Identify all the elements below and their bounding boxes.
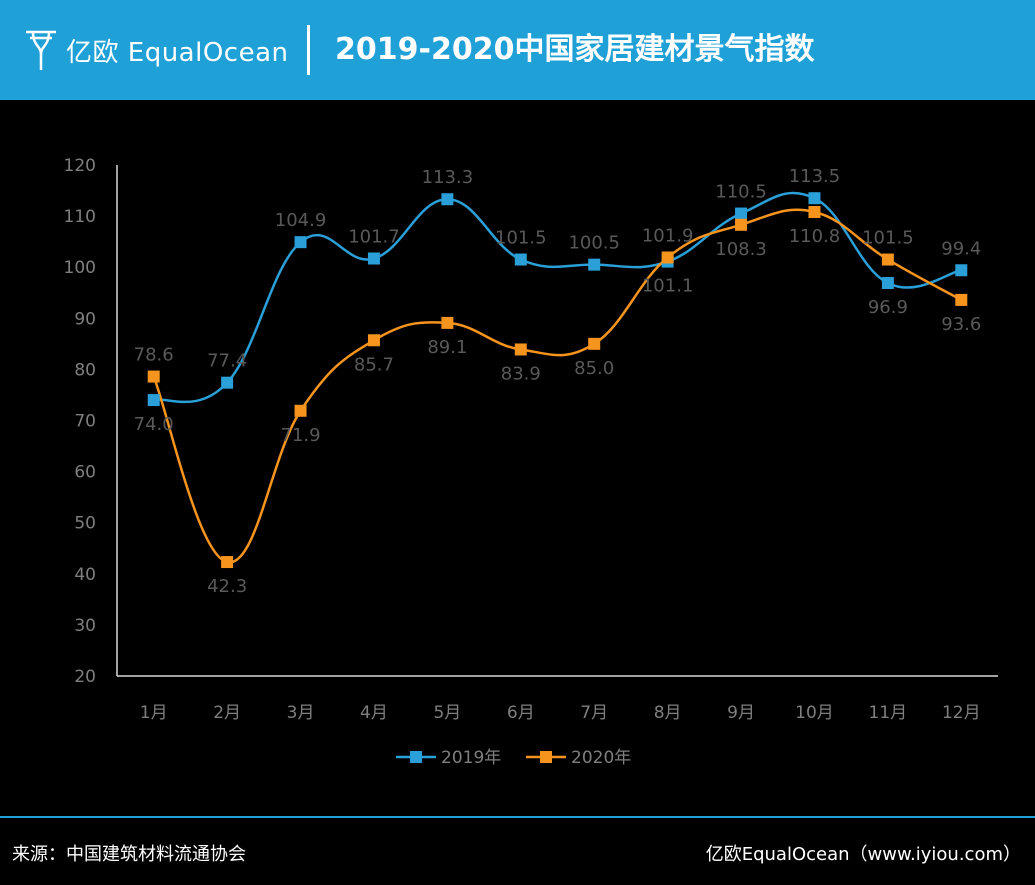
data-label: 74.0 xyxy=(134,414,174,435)
data-label: 42.3 xyxy=(207,576,247,597)
x-tick-label: 11月 xyxy=(869,703,908,723)
y-tick-label: 20 xyxy=(74,667,96,687)
source-note: 来源：中国建筑材料流通协会 xyxy=(12,844,246,865)
data-point-marker xyxy=(221,556,234,569)
footer-divider xyxy=(0,816,1035,818)
x-tick-label: 8月 xyxy=(654,703,682,723)
y-tick-label: 40 xyxy=(74,565,96,585)
x-tick-label: 4月 xyxy=(360,703,388,723)
header-bar: 亿欧 EqualOcean 2019-2020中国家居建材景气指数 xyxy=(0,0,1035,100)
x-tick-label: 5月 xyxy=(433,703,461,723)
data-point-marker xyxy=(588,337,601,350)
data-label: 110.8 xyxy=(789,226,841,247)
data-label: 101.5 xyxy=(862,228,914,249)
data-label: 113.5 xyxy=(789,166,841,187)
y-tick-label: 90 xyxy=(74,309,96,329)
data-label: 71.9 xyxy=(281,425,321,446)
data-label: 99.4 xyxy=(941,238,981,259)
header-divider xyxy=(307,25,310,75)
data-point-marker xyxy=(514,343,527,356)
data-label: 101.9 xyxy=(642,225,694,246)
data-point-marker xyxy=(955,264,968,277)
data-point-marker xyxy=(588,258,601,271)
legend-label: 2020年 xyxy=(571,748,631,768)
legend-marker xyxy=(410,751,422,763)
y-tick-label: 60 xyxy=(74,463,96,483)
x-tick-label: 1月 xyxy=(140,703,168,723)
data-point-marker xyxy=(808,206,821,219)
x-tick-label: 9月 xyxy=(727,703,755,723)
series-line-2019年 xyxy=(153,191,962,404)
y-tick-label: 110 xyxy=(64,207,96,227)
logo-text: 亿欧 EqualOcean xyxy=(66,37,289,68)
data-point-marker xyxy=(367,252,380,265)
data-point-marker xyxy=(955,293,968,306)
data-point-marker xyxy=(661,251,674,264)
page-title: 2019-2020中国家居建材景气指数 xyxy=(335,32,815,67)
y-tick-label: 30 xyxy=(74,616,96,636)
x-tick-label: 2月 xyxy=(213,703,241,723)
data-label: 108.3 xyxy=(715,239,767,260)
data-label: 101.1 xyxy=(642,276,694,297)
y-tick-label: 100 xyxy=(64,258,96,278)
data-point-marker xyxy=(294,404,307,417)
data-point-marker xyxy=(808,192,821,205)
y-tick-label: 50 xyxy=(74,514,96,534)
data-label: 77.4 xyxy=(207,351,247,372)
data-label: 101.7 xyxy=(348,227,400,248)
data-point-marker xyxy=(294,236,307,249)
data-label: 85.0 xyxy=(574,358,614,379)
data-label: 104.9 xyxy=(275,210,327,231)
brand-credit: 亿欧EqualOcean（www.iyiou.com） xyxy=(705,844,1021,865)
data-point-marker xyxy=(147,394,160,407)
x-tick-label: 10月 xyxy=(795,703,834,723)
data-point-marker xyxy=(735,207,748,220)
x-tick-label: 3月 xyxy=(287,703,315,723)
data-point-marker xyxy=(221,376,234,389)
data-label: 93.6 xyxy=(941,314,981,335)
data-point-marker xyxy=(147,370,160,383)
data-label: 85.7 xyxy=(354,354,394,375)
data-label: 96.9 xyxy=(868,297,908,318)
data-point-marker xyxy=(441,193,454,206)
data-point-marker xyxy=(735,218,748,231)
data-label: 110.5 xyxy=(715,182,767,203)
y-tick-label: 80 xyxy=(74,360,96,380)
data-label: 101.5 xyxy=(495,228,547,249)
data-point-marker xyxy=(881,253,894,266)
data-point-marker xyxy=(367,334,380,347)
y-tick-label: 120 xyxy=(64,156,96,176)
series-line-2020年 xyxy=(152,208,962,564)
data-point-marker xyxy=(441,316,454,329)
data-label: 83.9 xyxy=(501,363,541,384)
x-tick-label: 7月 xyxy=(580,703,608,723)
legend-marker xyxy=(540,751,552,763)
equalocean-logo-icon xyxy=(26,30,56,70)
data-label: 78.6 xyxy=(134,345,174,366)
data-label: 113.3 xyxy=(422,167,474,188)
data-label: 89.1 xyxy=(427,337,467,358)
y-tick-label: 70 xyxy=(74,412,96,432)
line-chart: 20 30 40 50 60 70 80 90 100 110 120 1月 2月 3月 4月 5月 6月 7月 8… xyxy=(64,156,998,768)
data-point-marker xyxy=(514,253,527,266)
logo: 亿欧 EqualOcean xyxy=(24,22,289,78)
x-tick-label: 6月 xyxy=(507,703,535,723)
legend-label: 2019年 xyxy=(441,748,501,768)
data-label: 100.5 xyxy=(568,233,620,254)
x-tick-label: 12月 xyxy=(942,703,981,723)
data-point-marker xyxy=(881,277,894,290)
